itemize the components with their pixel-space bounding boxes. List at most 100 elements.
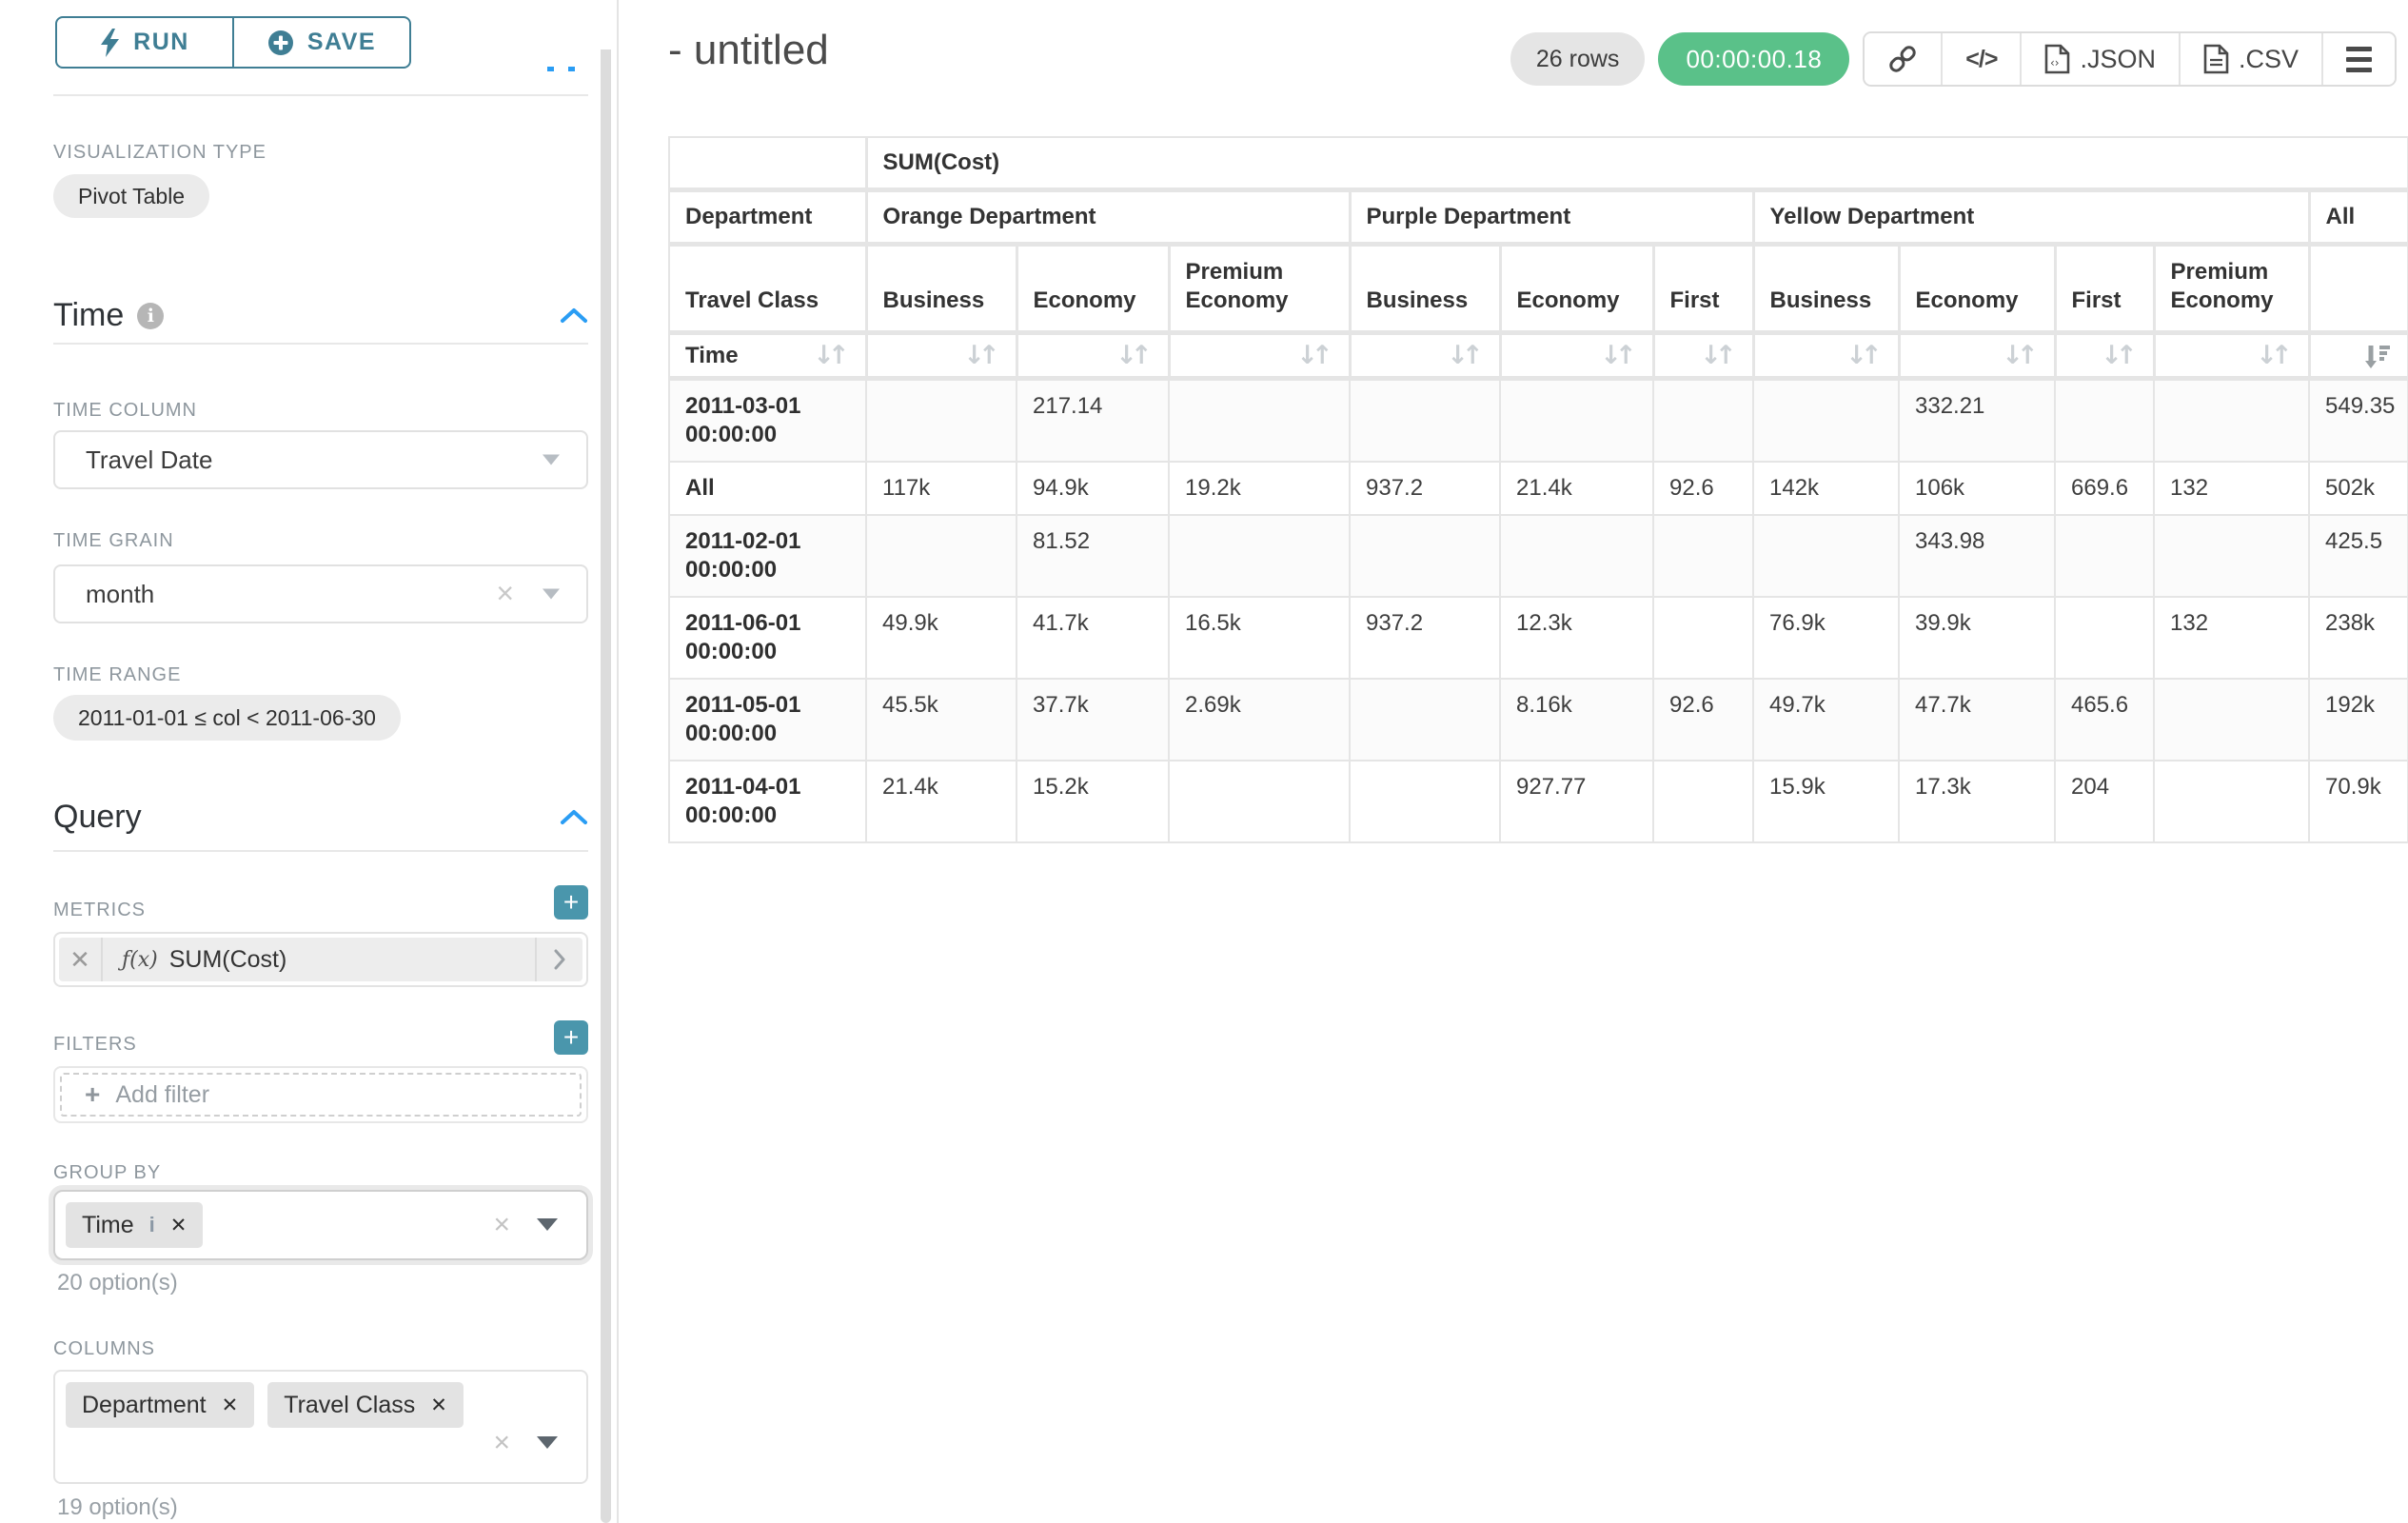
value-cell: [1653, 515, 1753, 597]
run-button[interactable]: RUN: [55, 16, 233, 69]
value-cell: 49.9k: [866, 597, 1016, 679]
column-sort-cell[interactable]: ↓↑: [1899, 333, 2055, 379]
remove-chip-icon[interactable]: ✕: [430, 1394, 447, 1416]
caret-down-icon[interactable]: [537, 1218, 558, 1231]
export-json-button[interactable]: ‹› .JSON: [2020, 33, 2179, 85]
travel-class-header: Economy: [1016, 245, 1169, 333]
value-cell: [2154, 679, 2309, 761]
value-cell: 76.9k: [1753, 597, 1899, 679]
sidebar-scrollbar[interactable]: [601, 0, 611, 1523]
expand-metric-button[interactable]: [535, 938, 582, 981]
menu-button[interactable]: [2321, 33, 2395, 85]
corner-cell: [669, 137, 866, 190]
sort-icon[interactable]: ↓↑: [963, 341, 999, 370]
sort-icon[interactable]: ↓↑: [1115, 341, 1152, 370]
pivot-table: SUM(Cost)DepartmentOrange DepartmentPurp…: [668, 136, 2408, 843]
add-metric-button[interactable]: +: [554, 885, 588, 920]
value-cell: 132: [2154, 462, 2309, 515]
add-filter-box[interactable]: + Add filter: [53, 1066, 588, 1123]
clear-icon[interactable]: ×: [493, 1427, 510, 1459]
group-by-select[interactable]: Time i ✕ ×: [53, 1190, 588, 1260]
travel-class-header: Business: [866, 245, 1016, 333]
clear-icon[interactable]: ×: [493, 1209, 510, 1241]
save-button[interactable]: SAVE: [233, 16, 411, 69]
value-cell: 70.9k: [2309, 761, 2408, 842]
sort-descending-active-icon[interactable]: [2363, 342, 2392, 370]
visualization-type-label: VISUALIZATION TYPE: [53, 142, 266, 164]
value-cell: 49.7k: [1753, 679, 1899, 761]
save-button-label: SAVE: [307, 29, 376, 56]
value-cell: 47.7k: [1899, 679, 2055, 761]
row-header: All: [669, 462, 866, 515]
group-by-label: GROUP BY: [53, 1162, 161, 1184]
column-sort-cell[interactable]: ↓↑: [1653, 333, 1753, 379]
value-cell: 937.2: [1350, 597, 1500, 679]
clear-icon[interactable]: ×: [496, 576, 514, 611]
copy-link-button[interactable]: [1865, 33, 1941, 85]
export-csv-button[interactable]: .CSV: [2179, 33, 2321, 85]
sort-icon[interactable]: ↓↑: [1447, 341, 1483, 370]
column-sort-cell[interactable]: ↓↑: [2154, 333, 2309, 379]
value-cell: 927.77: [1500, 761, 1653, 842]
chevron-up-icon[interactable]: [560, 307, 588, 324]
value-cell: [1169, 761, 1350, 842]
chevron-up-icon[interactable]: [560, 809, 588, 825]
column-sort-cell[interactable]: ↓↑: [1500, 333, 1653, 379]
sort-icon[interactable]: ↓↑: [1700, 341, 1736, 370]
time-sort-cell[interactable]: Time↓↑: [669, 333, 866, 379]
travel-class-header: First: [2055, 245, 2154, 333]
value-cell: [1169, 379, 1350, 463]
row-header: 2011-06-01 00:00:00: [669, 597, 866, 679]
column-sort-cell[interactable]: ↓↑: [866, 333, 1016, 379]
sort-icon[interactable]: ↓↑: [1600, 341, 1636, 370]
remove-chip-icon[interactable]: ✕: [170, 1214, 188, 1236]
header-row-metric: SUM(Cost): [669, 137, 2408, 190]
sort-icon[interactable]: ↓↑: [1845, 341, 1882, 370]
header-row-departments: DepartmentOrange DepartmentPurple Depart…: [669, 190, 2408, 245]
metric-value[interactable]: SUM(Cost): [169, 946, 287, 974]
time-column-select[interactable]: Travel Date: [53, 430, 588, 489]
sort-icon[interactable]: ↓↑: [1296, 341, 1332, 370]
visualization-type-pill[interactable]: Pivot Table: [53, 174, 209, 218]
table-row: 2011-06-01 00:00:0049.9k41.7k16.5k937.21…: [669, 597, 2408, 679]
sort-icon[interactable]: ↓↑: [2101, 341, 2137, 370]
add-filter-plus-button[interactable]: +: [554, 1020, 588, 1055]
table-row: All117k94.9k19.2k937.221.4k92.6142k106k6…: [669, 462, 2408, 515]
column-sort-cell[interactable]: ↓↑: [1016, 333, 1169, 379]
value-cell: 21.4k: [866, 761, 1016, 842]
chevron-up-icon-clipped: [547, 67, 554, 71]
value-cell: 132: [2154, 597, 2309, 679]
columns-select[interactable]: Department ✕ Travel Class ✕ ×: [53, 1370, 588, 1484]
time-range-pill[interactable]: 2011-01-01 ≤ col < 2011-06-30: [53, 695, 401, 741]
remove-chip-icon[interactable]: ✕: [222, 1394, 239, 1416]
column-sort-cell[interactable]: ↓↑: [2055, 333, 2154, 379]
time-column-label: TIME COLUMN: [53, 400, 197, 422]
value-cell: 204: [2055, 761, 2154, 842]
embed-code-button[interactable]: </>: [1941, 33, 2020, 85]
sort-icon[interactable]: ↓↑: [2256, 341, 2292, 370]
value-cell: 8.16k: [1500, 679, 1653, 761]
column-sort-cell[interactable]: ↓↑: [1169, 333, 1350, 379]
column-sort-cell[interactable]: ↓↑: [1753, 333, 1899, 379]
remove-metric-icon[interactable]: ✕: [59, 938, 103, 981]
column-sort-cell[interactable]: ↓↑: [1350, 333, 1500, 379]
column-group-header: Purple Department: [1350, 190, 1753, 245]
time-grain-select[interactable]: month ×: [53, 564, 588, 623]
run-save-button-group: RUN SAVE: [55, 16, 411, 69]
chevron-right-icon: [554, 949, 565, 970]
metric-control: ✕ ƒ(x) SUM(Cost): [53, 932, 588, 987]
row-header: 2011-02-01 00:00:00: [669, 515, 866, 597]
column-sort-cell[interactable]: [2309, 333, 2408, 379]
sort-icon[interactable]: ↓↑: [2002, 341, 2038, 370]
table-row: 2011-02-01 00:00:0081.52343.98425.5: [669, 515, 2408, 597]
value-cell: [1753, 515, 1899, 597]
travel-class-header: Premium Economy: [2154, 245, 2309, 333]
caret-down-icon[interactable]: [537, 1436, 558, 1449]
value-cell: 92.6: [1653, 462, 1753, 515]
sort-icon[interactable]: ↓↑: [813, 341, 849, 370]
caret-down-icon: [543, 455, 560, 465]
caret-down-icon: [543, 589, 560, 600]
csv-file-icon: [2203, 44, 2229, 74]
value-cell: 669.6: [2055, 462, 2154, 515]
value-cell: 41.7k: [1016, 597, 1169, 679]
